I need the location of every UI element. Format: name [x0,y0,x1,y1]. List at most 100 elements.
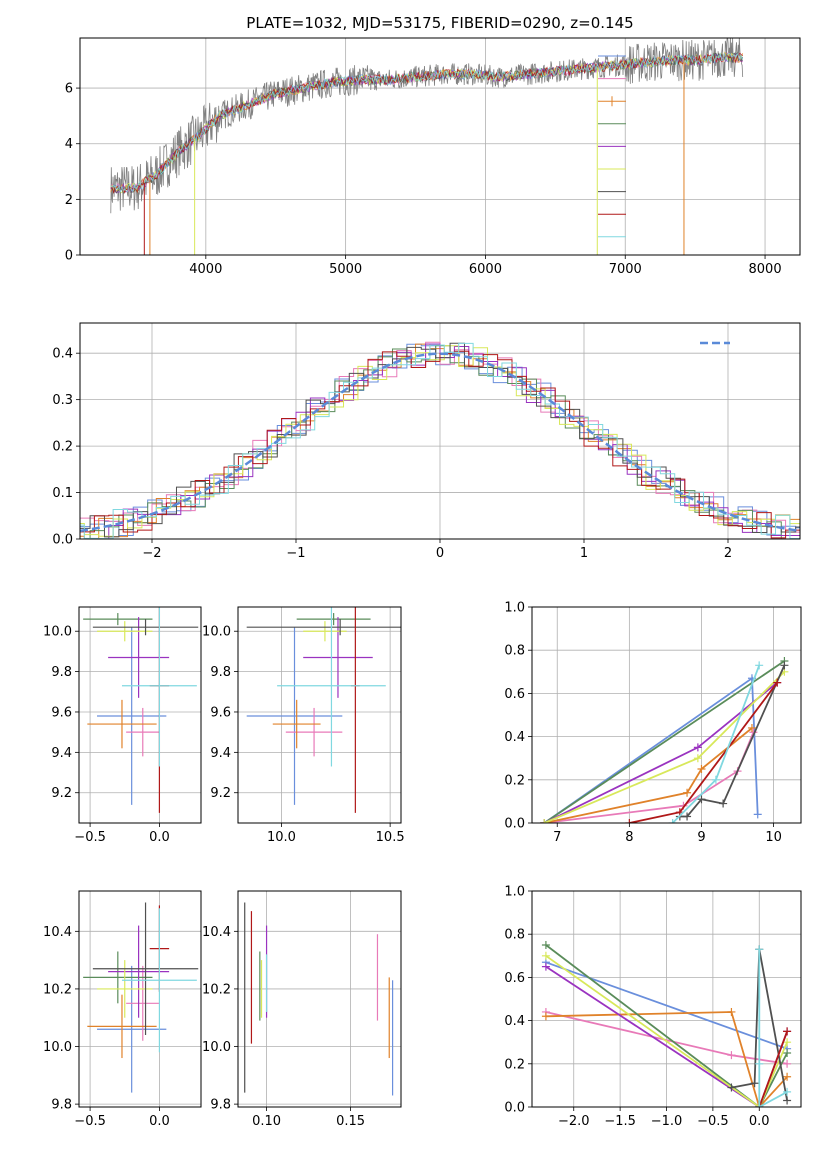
tick-label-y: 9.8 [210,665,231,680]
axes-frame [79,37,801,256]
tick-label-x: 7000 [609,262,642,277]
mass-weight-line [544,727,753,823]
tick-label-x: 10.5 [376,830,405,845]
tick-label-y: 0.4 [52,347,73,362]
tick-label-x: 0.10 [252,1114,281,1129]
mass-weight-line [758,1031,788,1107]
errorbar-point [87,699,157,749]
mass-weight-line [543,681,778,823]
data-point-marker [755,661,764,670]
data-point-marker [541,941,550,949]
data-point-marker [747,723,756,732]
tick-label-y: 0.2 [504,1057,525,1072]
data-point-marker [755,945,764,954]
axes-age-vs-mass: 10.0 10.5 9.2 9.4 9.6 9.8 10.0 [202,606,405,845]
tick-label-x: −0.5 [74,1114,106,1129]
data-point-marker [693,743,702,752]
axes-mass-weight-vs-Z: −2.0 −1.5 −1.0 −0.5 0.0 0.0 0.2 0.4 0.6 0.8 1.0 [504,885,802,1129]
tick-label-y: 10.4 [202,925,231,940]
mass-weight-line [671,664,761,823]
errorbar-point [121,908,197,1053]
tick-label-y: 0.4 [504,1014,525,1029]
tick-label-x: −1.5 [604,1114,636,1129]
tick-label-y: 0.6 [504,687,525,702]
tick-label-y: 9.4 [51,746,72,761]
axes-frame [237,890,402,1108]
tick-label-x: 8000 [749,262,782,277]
data-point-marker [541,951,550,960]
tick-label-y: 0.2 [52,440,73,455]
errorbar-point [296,613,371,626]
histogram-steps [80,350,800,539]
data-point-marker [540,819,549,823]
errorbar-point [97,621,153,642]
legend [598,55,626,238]
data-point-marker [783,1096,792,1105]
mass-weight-line [543,660,785,823]
tick-label-y: 10.2 [43,982,72,997]
errorbar-point [272,699,321,749]
tick-label-x: 0.0 [149,1114,170,1129]
plot-area: 4000 5000 6000 7000 8000 0 2 4 6 −2 −1 0 1 2 0.0 0.1 0.2… [43,37,802,1129]
tick-label-x: 10 [765,830,782,845]
data-point-marker [783,1072,792,1081]
data-point-marker [683,812,692,821]
data-point-marker [683,788,692,797]
tick-label-x: 6000 [469,262,502,277]
tick-label-y: 9.4 [210,746,231,761]
tick-label-y: 10.0 [43,1040,72,1055]
mass-weight-line [758,949,788,1107]
tick-label-x: 0.0 [749,1114,770,1129]
tick-label-y: 9.8 [210,1098,231,1113]
histogram-steps [80,342,800,539]
errorbar-point [303,617,373,698]
axes-mass-vs-Z: −0.5 0.0 9.8 10.0 10.2 10.4 [43,890,202,1129]
tick-label-y: 4 [65,137,73,152]
errorbar-point [87,994,157,1059]
plot-content [83,902,199,1093]
mass-weight-line [545,961,788,1050]
data-point-marker [697,765,706,773]
errorbar-point [92,902,199,1035]
data-point-marker [727,1007,736,1016]
tick-label-x: −0.5 [697,1114,729,1129]
tick-label-x: −2.0 [558,1114,590,1129]
axes-frame [78,890,202,1108]
mass-weight-line [545,955,788,1107]
errorbar-point [83,613,153,626]
axes-frame [79,322,801,540]
data-point-marker [541,962,550,971]
data-point-marker [697,795,706,804]
tick-label-x: 10.0 [267,830,296,845]
axes-mass-weight-vs-age: 7 8 9 10 0.0 0.2 0.4 0.6 0.8 1.0 [504,601,802,845]
data-point-marker [783,1049,792,1057]
data-point-marker [783,1027,792,1036]
axes-frame [237,606,402,824]
tick-label-y: 6 [65,82,73,97]
data-point-marker [755,1103,764,1107]
errorbar-point [97,960,153,1018]
errorbar-point [126,965,160,1041]
mass-weight-line [731,949,788,1101]
plot-content [540,657,789,823]
tick-label-y: 0.4 [504,730,525,745]
tick-label-y: 10.0 [202,625,231,640]
errorbar-point [285,707,343,757]
tick-label-y: 0.1 [52,486,73,501]
tick-label-x: 0.15 [336,1114,365,1129]
tick-label-x: 1 [580,546,588,561]
tick-label-x: −1.0 [651,1114,683,1129]
tick-label-x: −0.5 [74,830,106,845]
data-point-marker [773,678,782,687]
normal-curve [80,352,800,533]
tick-label-y: 1.0 [504,885,525,900]
axes-age-vs-Z: −0.5 0.0 9.2 9.4 9.6 9.8 10.0 [43,606,202,845]
histogram-steps [80,342,800,538]
tick-label-x: −1 [286,546,305,561]
errorbar-point [97,627,167,805]
data-point-marker [727,1051,736,1060]
axes-frame [531,890,802,1108]
tick-label-y: 0.3 [52,393,73,408]
axes-frame [78,606,202,824]
tick-label-y: 0.2 [504,773,525,788]
